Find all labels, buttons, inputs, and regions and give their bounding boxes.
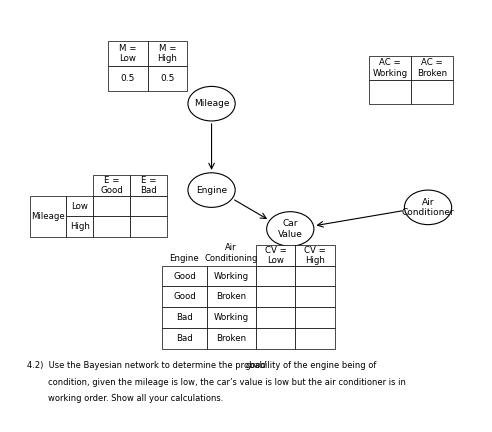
Text: M =
High: M = High xyxy=(157,44,177,63)
Bar xyxy=(66,216,93,237)
Bar xyxy=(411,80,453,104)
Bar xyxy=(30,196,66,237)
Bar xyxy=(256,245,295,266)
Bar xyxy=(108,41,148,66)
Bar xyxy=(66,196,93,216)
Bar xyxy=(256,307,295,328)
Text: Car
Value: Car Value xyxy=(278,219,303,238)
Text: High: High xyxy=(70,222,90,231)
Text: M =
Low: M = Low xyxy=(119,44,137,63)
Bar xyxy=(256,328,295,349)
Bar xyxy=(295,328,335,349)
Text: Working: Working xyxy=(214,272,249,280)
Text: Good: Good xyxy=(173,272,196,280)
Text: Broken: Broken xyxy=(216,334,246,343)
Text: 0.5: 0.5 xyxy=(160,74,175,83)
Text: good: good xyxy=(246,362,267,370)
Bar xyxy=(295,266,335,286)
Text: Bad: Bad xyxy=(176,313,193,322)
Bar xyxy=(369,80,411,104)
Text: E =
Bad: E = Bad xyxy=(140,176,157,195)
Text: AC =
Broken: AC = Broken xyxy=(417,58,447,78)
Bar xyxy=(411,56,453,80)
Text: Working: Working xyxy=(214,313,249,322)
Text: Air
Conditioner: Air Conditioner xyxy=(401,198,455,217)
Text: Bad: Bad xyxy=(176,334,193,343)
Text: Engine: Engine xyxy=(196,186,227,194)
Bar xyxy=(207,266,256,286)
Bar xyxy=(295,286,335,307)
Bar xyxy=(148,41,187,66)
Bar xyxy=(295,307,335,328)
Bar xyxy=(148,66,187,91)
Text: Air
Conditioning: Air Conditioning xyxy=(205,243,258,263)
Bar xyxy=(93,175,130,196)
Bar xyxy=(207,286,256,307)
Text: 0.5: 0.5 xyxy=(121,74,135,83)
Bar xyxy=(256,266,295,286)
Bar xyxy=(162,266,207,286)
Ellipse shape xyxy=(188,86,235,121)
Bar xyxy=(162,286,207,307)
Bar xyxy=(295,245,335,266)
Bar xyxy=(130,196,167,216)
Bar xyxy=(130,216,167,237)
Bar xyxy=(369,56,411,80)
Text: Good: Good xyxy=(173,292,196,301)
Ellipse shape xyxy=(267,212,314,246)
Text: Low: Low xyxy=(71,202,89,210)
Bar xyxy=(93,196,130,216)
Text: CV =
High: CV = High xyxy=(304,246,326,265)
Text: condition, given the mileage is low, the car’s value is low but the air conditio: condition, given the mileage is low, the… xyxy=(27,378,406,387)
Bar xyxy=(130,175,167,196)
Bar xyxy=(256,286,295,307)
Text: AC =
Working: AC = Working xyxy=(372,58,407,78)
Text: Mileage: Mileage xyxy=(194,99,229,108)
Text: Mileage: Mileage xyxy=(31,212,65,221)
Bar xyxy=(207,307,256,328)
Text: Engine: Engine xyxy=(170,254,199,263)
Ellipse shape xyxy=(404,190,452,225)
Text: working order. Show all your calculations.: working order. Show all your calculation… xyxy=(27,394,223,403)
Bar xyxy=(162,307,207,328)
Bar xyxy=(93,216,130,237)
Text: E =
Good: E = Good xyxy=(100,176,123,195)
Text: Broken: Broken xyxy=(216,292,246,301)
Text: 4.2)  Use the Bayesian network to determine the probability of the engine being : 4.2) Use the Bayesian network to determi… xyxy=(27,362,379,370)
Bar xyxy=(162,328,207,349)
Bar xyxy=(108,66,148,91)
Text: CV =
Low: CV = Low xyxy=(265,246,286,265)
Ellipse shape xyxy=(188,173,235,207)
Bar xyxy=(207,328,256,349)
